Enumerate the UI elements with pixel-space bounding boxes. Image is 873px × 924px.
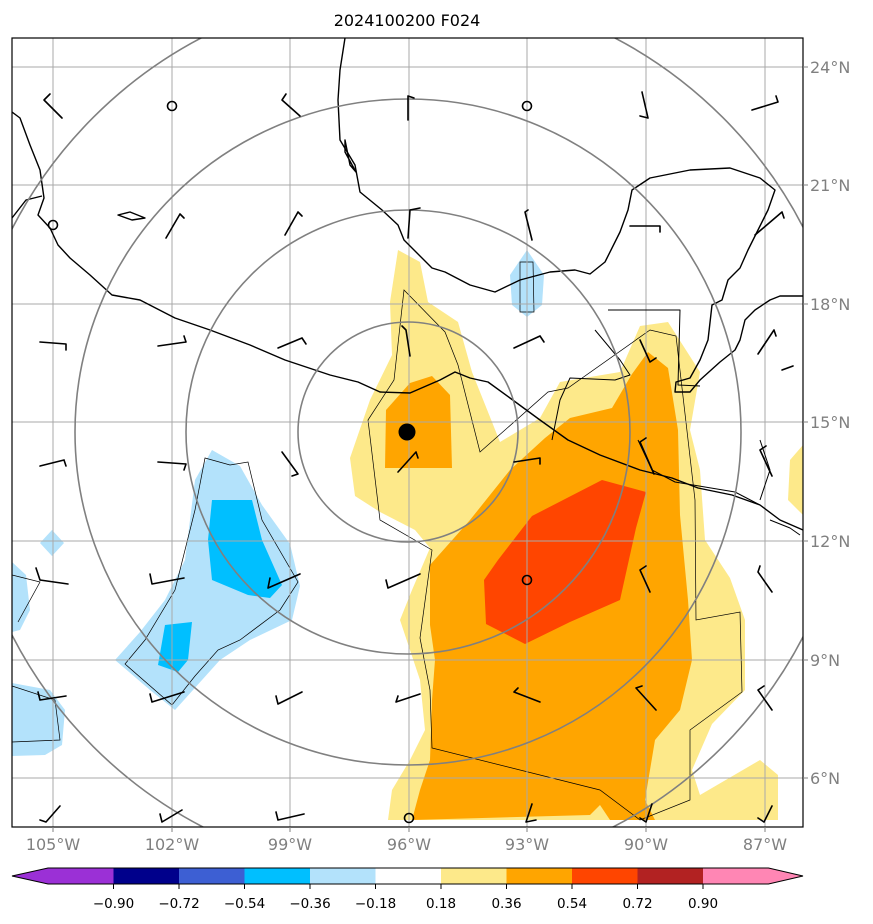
negative-anomaly-0.18-west	[12, 562, 30, 632]
colorbar-bin-11	[703, 868, 769, 884]
colorbar-bin-6	[375, 868, 441, 884]
colorbar-bin-8	[506, 868, 572, 884]
colorbar-tick-label: −0.54	[224, 896, 265, 912]
positive-anomaly-0.54-contour	[484, 480, 646, 644]
latitude-labels: 24°N 21°N 18°N 15°N 12°N 9°N 6°N	[803, 58, 850, 788]
colorbar-tick-label: −0.18	[355, 896, 396, 912]
contour-outlines	[12, 261, 743, 821]
longitude-labels: 105°W 102°W 99°W 96°W 93°W 90°W 87°W	[26, 827, 787, 854]
colorbar-bin-10	[637, 868, 703, 884]
storm-center-marker	[398, 423, 416, 441]
lon-label-87w: 87°W	[743, 835, 787, 854]
lat-label-12n: 12°N	[810, 532, 850, 551]
colorbar-extend-low	[12, 868, 48, 884]
lon-label-93w: 93°W	[505, 835, 549, 854]
cool-anomaly-region	[12, 250, 544, 756]
colorbar-bin-1	[48, 868, 114, 884]
lon-label-99w: 99°W	[268, 835, 312, 854]
warm-anomaly-region	[350, 250, 803, 820]
colorbar-bin-2	[113, 868, 179, 884]
colorbar-tick-label: −0.90	[93, 896, 134, 912]
lon-label-90w: 90°W	[624, 835, 668, 854]
colorbar-bin-7	[441, 868, 507, 884]
colorbar-bin-9	[572, 868, 638, 884]
colorbar-bin-3	[179, 868, 245, 884]
colorbar-outline	[11, 867, 804, 885]
colorbar-tick-label: 0.18	[426, 896, 456, 912]
colorbar-tick-label: 0.90	[688, 896, 718, 912]
map-title: 2024100200 F024	[334, 11, 481, 30]
colorbar-bin-5	[310, 868, 376, 884]
colorbar: −0.90 −0.72 −0.54 −0.36 −0.18 0.18 0.36 …	[11, 867, 804, 912]
colorbar-tick-label: −0.72	[158, 896, 199, 912]
negative-anomaly-0.18-small	[40, 530, 64, 556]
lon-label-96w: 96°W	[387, 835, 431, 854]
colorbar-bin-4	[244, 868, 310, 884]
lon-label-102w: 102°W	[145, 835, 200, 854]
coastlines	[12, 38, 803, 531]
lat-label-18n: 18°N	[810, 295, 850, 314]
negative-anomaly-0.18-southwest	[12, 683, 65, 756]
lat-label-24n: 24°N	[810, 58, 850, 77]
lat-label-15n: 15°N	[810, 413, 850, 432]
negative-anomaly-0.36-contour	[208, 500, 282, 598]
colorbar-tick-label: 0.72	[622, 896, 652, 912]
lat-label-9n: 9°N	[810, 651, 840, 670]
lat-label-6n: 6°N	[810, 769, 840, 788]
map-frame	[11, 37, 804, 828]
lat-lon-grid	[12, 38, 803, 827]
calm-wind-circles	[47, 100, 533, 824]
colorbar-tick-label: −0.36	[289, 896, 330, 912]
colorbar-tick-label: 0.36	[491, 896, 521, 912]
lon-label-105w: 105°W	[26, 835, 81, 854]
lat-label-21n: 21°N	[810, 176, 850, 195]
wind-barbs	[35, 91, 794, 823]
positive-anomaly-0.18-east-edge	[788, 445, 803, 515]
colorbar-tick-label: 0.54	[557, 896, 587, 912]
colorbar-extend-high	[768, 868, 803, 884]
